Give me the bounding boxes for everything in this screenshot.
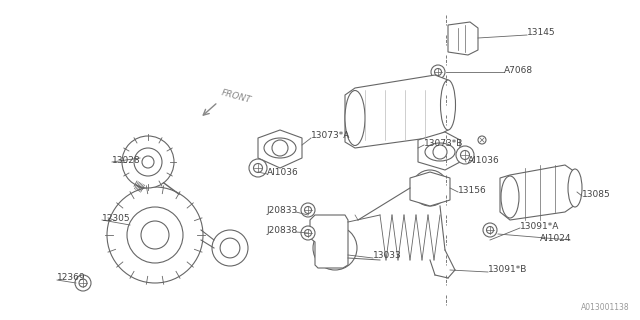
Circle shape (134, 148, 162, 176)
Text: AI1036: AI1036 (468, 156, 500, 164)
Circle shape (313, 226, 357, 270)
Text: J20833: J20833 (266, 205, 297, 214)
Ellipse shape (440, 80, 456, 130)
Circle shape (431, 65, 445, 79)
Polygon shape (500, 165, 575, 220)
Circle shape (127, 207, 183, 263)
Circle shape (305, 229, 312, 236)
Text: 13033: 13033 (373, 252, 402, 260)
Text: FRONT: FRONT (220, 89, 252, 105)
Text: 13091*B: 13091*B (488, 266, 527, 275)
Circle shape (79, 279, 87, 287)
Text: 12369: 12369 (57, 274, 86, 283)
Ellipse shape (264, 138, 296, 158)
Circle shape (456, 146, 474, 164)
Circle shape (433, 145, 447, 159)
Circle shape (272, 140, 288, 156)
Text: 13156: 13156 (458, 186, 487, 195)
Ellipse shape (425, 143, 455, 161)
Circle shape (486, 227, 493, 234)
Text: 12305: 12305 (102, 213, 131, 222)
Text: 13091*A: 13091*A (520, 221, 559, 230)
Circle shape (75, 275, 91, 291)
Circle shape (141, 221, 169, 249)
Polygon shape (310, 215, 348, 268)
Text: A7068: A7068 (504, 66, 533, 75)
Text: 13073*B: 13073*B (424, 139, 463, 148)
Text: AI1024: AI1024 (540, 234, 572, 243)
Circle shape (249, 159, 267, 177)
Circle shape (301, 226, 315, 240)
Text: 13145: 13145 (527, 28, 556, 36)
Circle shape (305, 206, 312, 213)
Polygon shape (345, 75, 448, 148)
Ellipse shape (568, 169, 582, 207)
Circle shape (329, 242, 341, 254)
Circle shape (323, 236, 347, 260)
Polygon shape (410, 172, 450, 206)
Circle shape (483, 223, 497, 237)
Circle shape (253, 164, 262, 172)
Circle shape (122, 136, 174, 188)
Circle shape (107, 187, 203, 283)
Circle shape (420, 178, 440, 198)
Text: A013001138: A013001138 (581, 303, 630, 312)
Polygon shape (448, 22, 478, 55)
Circle shape (301, 203, 315, 217)
Circle shape (142, 156, 154, 168)
Text: 13085: 13085 (582, 189, 611, 198)
Text: J20838: J20838 (266, 226, 297, 235)
Circle shape (425, 183, 435, 193)
Circle shape (435, 68, 442, 76)
Text: 13028: 13028 (112, 156, 141, 164)
Polygon shape (258, 130, 302, 168)
Circle shape (461, 150, 470, 159)
Circle shape (212, 230, 248, 266)
Ellipse shape (501, 176, 519, 218)
Text: AI1036: AI1036 (267, 167, 299, 177)
Circle shape (412, 170, 448, 206)
Circle shape (478, 136, 486, 144)
Polygon shape (418, 132, 460, 170)
Circle shape (220, 238, 240, 258)
Text: 13073*A: 13073*A (311, 131, 350, 140)
Ellipse shape (345, 91, 365, 146)
